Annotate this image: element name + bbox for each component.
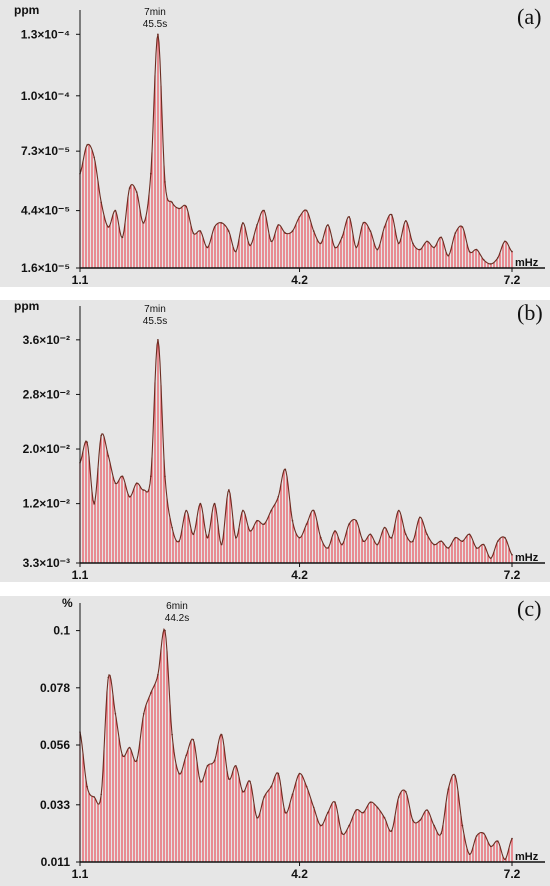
panel-a-peak-label-line1: 7min (144, 7, 166, 18)
panel-a-y-tick-label: 1.0×10⁻⁴ (21, 89, 70, 103)
panel-a-series (79, 33, 513, 268)
panel-c-peak-label-line1: 6min (166, 601, 188, 612)
panel-b-series (79, 339, 513, 563)
panel-a-area-hatch (79, 34, 513, 268)
panel-a-series-line (79, 34, 513, 265)
panel-b-axes (79, 306, 545, 564)
panel-a-y-tick-label: 1.3×10⁻⁴ (21, 27, 70, 41)
panel-a-x-tick-label: 4.2 (291, 273, 308, 287)
panel-c-x-tick-label: 1.1 (72, 867, 89, 881)
panel-c-y-tick-label: 0.011 (41, 855, 71, 869)
panel-b-y-tick-label: 1.2×10⁻² (23, 497, 70, 511)
panel-c-y-ticks: 0.1 0.078 0.056 0.033 0.011 (40, 624, 80, 869)
panel-b-y-tick-label: 2.8×10⁻² (23, 387, 70, 401)
panel-a-x-ticks: 1.1 4.2 7.2 (72, 268, 521, 287)
panel-a: 1.3×10⁻⁴ 1.0×10⁻⁴ 7.3×10⁻⁵ 4.4×10⁻⁵ 1.6×10⁻⁵… (0, 0, 550, 287)
panel-a-y-tick-label: 4.4×10⁻⁵ (21, 204, 70, 218)
panel-b-x-unit: mHz (515, 552, 539, 564)
panel-a-x-unit: mHz (515, 257, 539, 269)
panel-b-y-ticks: 3.6×10⁻² 2.8×10⁻² 2.0×10⁻² 1.2×10⁻² 3.3×10⁻³ (23, 333, 80, 570)
panel-a-label: (a) (517, 4, 541, 29)
panel-b-label: (b) (517, 300, 543, 325)
panel-b: 3.6×10⁻² 2.8×10⁻² 2.0×10⁻² 1.2×10⁻² 3.3×10⁻³… (0, 299, 550, 582)
panel-b-y-tick-label: 3.3×10⁻³ (23, 556, 70, 570)
panel-c-area-hatch (79, 629, 513, 862)
panel-c-axes (79, 603, 545, 863)
panel-b-x-tick-label: 1.1 (72, 568, 89, 582)
panel-a-y-unit: ppm (14, 3, 39, 17)
panel-b-x-ticks: 1.1 4.2 7.2 (72, 563, 521, 582)
panel-c-y-tick-label: 0.1 (53, 624, 70, 638)
panel-b-x-tick-label: 4.2 (291, 568, 308, 582)
panel-b-x-tick-label: 7.2 (504, 568, 521, 582)
panel-b-series-line (79, 339, 513, 559)
panel-b-area-hatch (79, 339, 513, 563)
panel-c-x-tick-label: 4.2 (291, 867, 308, 881)
panel-a-y-tick-label: 1.6×10⁻⁵ (21, 261, 70, 275)
panel-c-series-line (79, 628, 513, 861)
panel-c-x-unit: mHz (515, 851, 539, 863)
panel-c-y-unit: % (62, 596, 73, 610)
panel-c-peak-label-line2: 44.2s (165, 613, 189, 624)
panel-a-peak-label-line2: 45.5s (143, 19, 167, 30)
panel-b-y-unit: ppm (14, 299, 39, 313)
panel-a-x-tick-label: 1.1 (72, 273, 89, 287)
panel-a-axes (79, 10, 545, 269)
panel-b-peak-label-line1: 7min (144, 304, 166, 315)
panel-c-x-ticks: 1.1 4.2 7.2 (72, 862, 521, 881)
panel-c-y-tick-label: 0.033 (40, 798, 70, 812)
panel-a-y-tick-label: 7.3×10⁻⁵ (21, 144, 70, 158)
panel-b-y-tick-label: 3.6×10⁻² (23, 333, 70, 347)
panel-b-peak-label-line2: 45.5s (143, 316, 167, 327)
panel-c-label: (c) (517, 596, 541, 621)
panel-a-y-ticks: 1.3×10⁻⁴ 1.0×10⁻⁴ 7.3×10⁻⁵ 4.4×10⁻⁵ 1.6×10⁻⁵ (21, 27, 80, 275)
panel-c-y-tick-label: 0.078 (40, 681, 70, 695)
panel-b-y-tick-label: 2.0×10⁻² (23, 442, 70, 456)
panel-a-x-tick-label: 7.2 (504, 273, 521, 287)
panel-c-series (79, 628, 513, 862)
panel-c-x-tick-label: 7.2 (504, 867, 521, 881)
panel-c-y-tick-label: 0.056 (40, 738, 70, 752)
